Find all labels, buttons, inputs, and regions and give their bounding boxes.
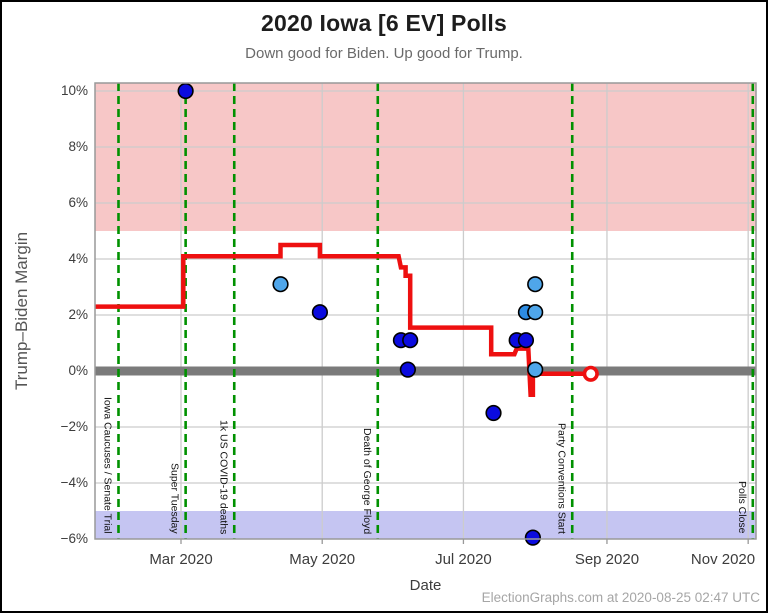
poll-dot [311,304,329,321]
y-tick-label: 10% [60,83,88,98]
chart-title: 2020 Iowa [6 EV] Polls [260,10,507,36]
x-tick-label: Sep 2020 [574,551,640,568]
event-label: Party Conventions Start [555,423,568,534]
zero-margin-band [95,366,756,376]
y-tick-label: 8% [68,139,88,154]
y-tick-label: 2% [68,307,88,322]
poll-dot [527,304,544,321]
y-tick-label: 6% [68,195,88,210]
x-tick-label: Nov 2020 [690,551,756,568]
x-axis-title: Date [409,577,442,594]
y-tick-label: −6% [60,531,88,546]
poll-dot [177,82,194,100]
chart-subtitle: Down good for Biden. Up good for Trump. [245,45,523,62]
poll-dot [517,332,535,349]
y-axis-title: Trump–Biden Margin [12,231,31,391]
event-label: Super Tuesday [168,463,181,534]
poll-dot [524,529,541,546]
y-tick-label: 4% [68,251,88,266]
x-tick-label: May 2020 [289,551,356,568]
y-tick-label: 0% [68,363,88,378]
poll-dot [272,276,289,293]
poll-dot [527,276,544,293]
poll-dot [399,361,416,378]
poll-dot [527,361,544,378]
poll-dot [485,404,502,422]
biden-lead-zone [95,511,756,539]
event-label: Death of George Floyd [360,427,373,534]
x-tick-label: Mar 2020 [149,551,213,568]
trump-lead-zone [95,83,756,231]
x-tick-label: Jul 2020 [435,551,492,568]
attribution-footer: ElectionGraphs.com at 2020-08-25 02:47 U… [481,590,760,605]
event-label: Iowa Caucuses / Senate Trial [101,397,114,534]
event-label: 1k US COVID-19 deaths [217,419,230,534]
y-tick-label: −2% [60,419,88,434]
trend-endpoint-marker [582,365,599,382]
y-tick-label: −4% [60,475,88,490]
plot-frame [94,82,757,540]
poll-dot [402,332,419,349]
event-label: Polls Close [735,481,748,534]
